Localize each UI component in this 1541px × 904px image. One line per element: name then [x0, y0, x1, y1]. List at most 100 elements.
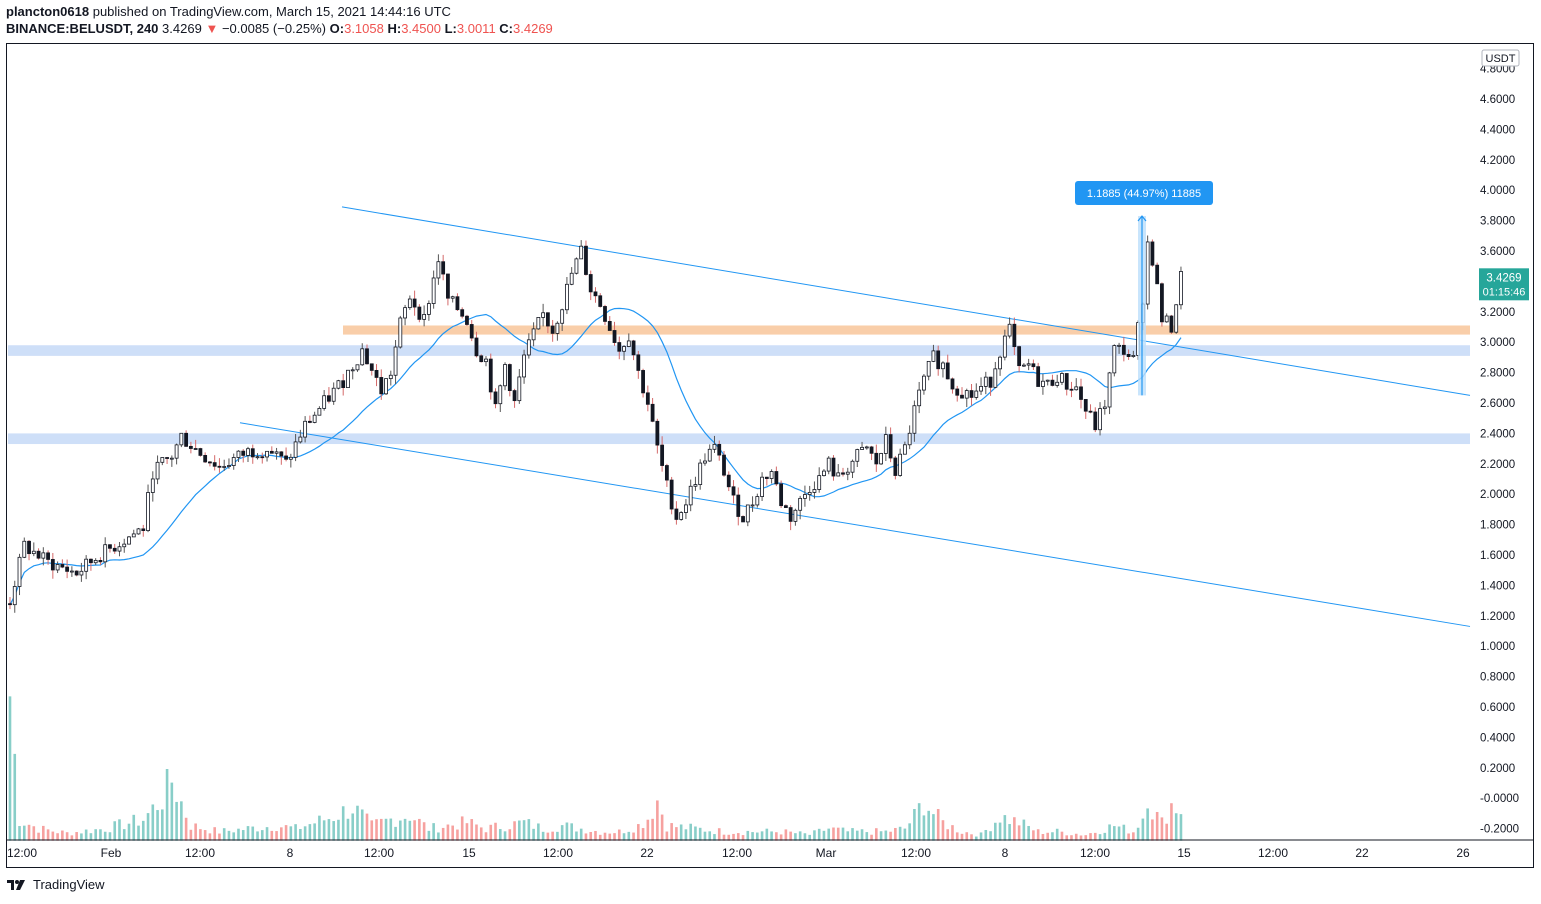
volume-bar	[932, 814, 935, 841]
candle-body	[745, 504, 750, 523]
candle-body	[1131, 355, 1136, 357]
candle-body	[341, 380, 346, 389]
volume-bar	[137, 825, 140, 841]
candle-body	[869, 446, 874, 454]
volume-bar	[689, 823, 692, 841]
volume-bar	[594, 830, 597, 841]
candle-body	[955, 388, 960, 396]
x-tick-label: 12:00	[1258, 846, 1288, 860]
candle-body	[360, 348, 365, 366]
candle-body	[393, 346, 398, 376]
candle-body	[317, 408, 322, 416]
volume-bar	[894, 827, 897, 841]
candle-body	[1093, 411, 1098, 431]
volume-bar	[199, 829, 202, 841]
volume-bar	[246, 826, 250, 841]
candle-body	[660, 444, 665, 466]
volume-bar	[860, 829, 864, 841]
candle-body	[603, 306, 607, 322]
candle-body	[112, 547, 117, 552]
volume-bar	[732, 833, 735, 841]
x-tick-label: 22	[640, 846, 654, 860]
candle-body	[655, 420, 660, 446]
volume-bar	[184, 817, 188, 841]
volume-bar	[432, 823, 435, 841]
volume-bar	[384, 818, 388, 841]
candle-body	[450, 296, 455, 299]
volume-bar	[922, 815, 926, 841]
candle-body	[127, 536, 131, 545]
candle-body	[1117, 344, 1121, 347]
candle-body	[117, 546, 122, 552]
volume-bar	[665, 831, 669, 841]
candle-body	[755, 496, 760, 506]
candle-body	[298, 436, 303, 443]
candle-body	[398, 317, 403, 348]
candle-body	[188, 445, 193, 449]
candle-body	[307, 420, 312, 423]
x-tick-label: Feb	[101, 846, 122, 860]
candle-body	[922, 375, 926, 391]
zone-band-0	[343, 325, 1470, 335]
volume-bar	[727, 834, 731, 841]
candle-body	[983, 376, 988, 387]
volume-bar	[42, 825, 45, 841]
measure-label-text: 1.1885 (44.97%) 11885	[1087, 188, 1201, 200]
volume-bar	[1146, 808, 1149, 841]
volume-bar	[32, 826, 36, 841]
candle-body	[46, 552, 50, 560]
volume-bar	[575, 831, 578, 841]
volume-bar	[1136, 827, 1140, 841]
x-tick-label: 22	[1355, 846, 1369, 860]
candle-body	[131, 533, 136, 538]
y-tick-label: 0.8000	[1480, 672, 1515, 684]
volume-bar	[813, 830, 816, 841]
volume-bar	[698, 827, 702, 841]
candle-body	[1083, 399, 1088, 412]
volume-bar	[161, 809, 164, 841]
close-value: 3.4269	[513, 21, 553, 36]
y-tick-label: 3.2000	[1480, 307, 1515, 319]
candle-body	[446, 273, 450, 299]
volume-bar	[437, 832, 440, 841]
volume-bar	[936, 809, 940, 841]
volume-bar	[18, 826, 21, 841]
low-label: L:	[444, 21, 457, 36]
candle-body	[1107, 372, 1112, 408]
footer-brand[interactable]: TradingView	[6, 876, 105, 892]
candle-body	[1164, 315, 1169, 323]
candle-body	[717, 443, 722, 456]
candle-body	[312, 414, 317, 423]
candle-body	[941, 362, 945, 370]
candle-body	[17, 556, 22, 587]
candle-body	[322, 395, 327, 409]
candle-body	[979, 385, 983, 392]
candle-body	[293, 441, 298, 458]
x-tick-label: 12:00	[722, 846, 752, 860]
volume-bar	[1003, 815, 1007, 841]
volume-bar	[1060, 831, 1064, 841]
candle-body	[1174, 304, 1179, 333]
volume-bar	[1055, 828, 1059, 841]
candle-body	[384, 378, 388, 395]
volume-bar	[984, 829, 988, 841]
high-value: 3.4500	[401, 21, 441, 36]
author-name[interactable]: plancton0618	[6, 4, 90, 19]
candle-body	[731, 486, 736, 496]
open-value: 3.1058	[344, 21, 384, 36]
candle-body	[498, 385, 503, 405]
volume-bar	[675, 827, 678, 841]
candle-body	[864, 446, 869, 449]
volume-bar	[965, 832, 969, 841]
candle-body	[460, 309, 465, 317]
candle-body	[65, 566, 70, 572]
volume-bar	[427, 830, 431, 841]
volume-bar	[1022, 819, 1026, 841]
candle-body	[455, 296, 460, 311]
volume-bar	[598, 834, 602, 841]
volume-bar	[603, 832, 607, 841]
candle-body	[89, 558, 93, 564]
candle-body	[379, 377, 384, 395]
volume-bar	[632, 832, 635, 841]
